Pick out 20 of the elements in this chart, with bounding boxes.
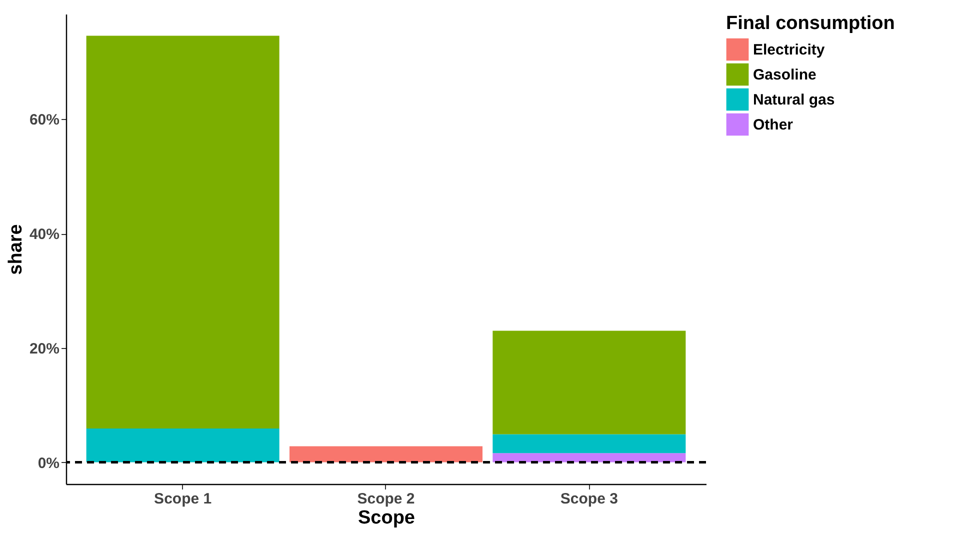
legend-title: Final consumption: [726, 13, 895, 34]
legend-label: Other: [753, 116, 794, 134]
bar: [86, 428, 280, 462]
bar: [86, 36, 280, 429]
y-tick-label: 20%: [29, 340, 60, 358]
legend-label: Electricity: [753, 42, 826, 58]
x-tick-label: Scope 2: [357, 490, 415, 508]
bar: [289, 446, 483, 462]
x-axis-title: Scope: [358, 508, 416, 528]
x-tick-label: Scope 1: [154, 490, 212, 508]
bar: [492, 330, 686, 434]
y-tick-label: 0%: [38, 454, 60, 472]
bar: [492, 453, 686, 462]
y-tick-label: 60%: [29, 112, 60, 129]
x-tick-label: Scope 3: [560, 490, 618, 508]
bar: [492, 434, 686, 454]
legend-label: Natural gas: [753, 92, 835, 108]
y-tick-label: 40%: [29, 226, 60, 244]
y-axis-title: share: [5, 224, 26, 275]
legend-label: Gasoline: [753, 66, 816, 84]
